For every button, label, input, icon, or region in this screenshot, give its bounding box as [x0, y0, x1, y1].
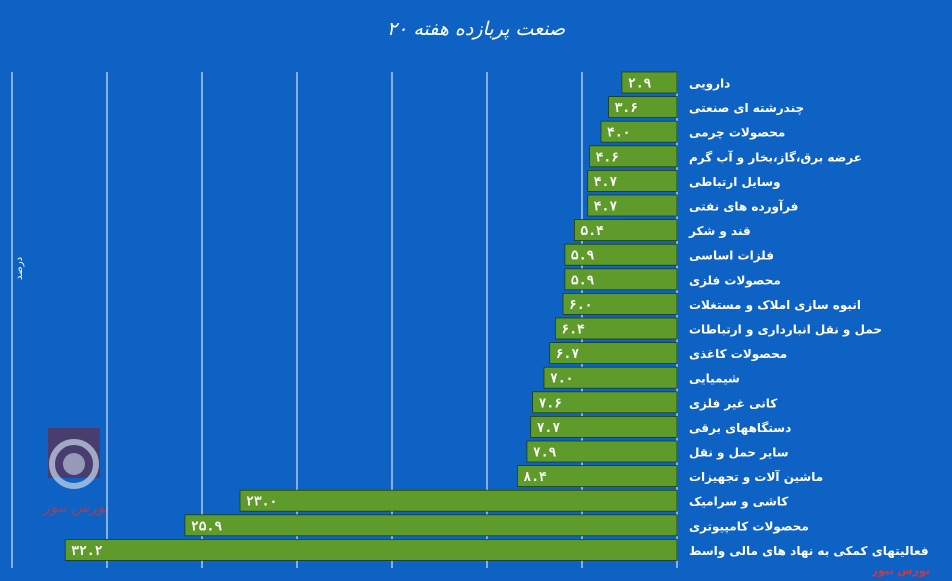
bar [64, 539, 678, 561]
data-label: ۵.۴ [580, 224, 604, 239]
category-label: عرضه برق،گاز،بخار و آب گرم [689, 149, 862, 165]
bar [564, 268, 678, 291]
category-label: سایر حمل و نقل [689, 446, 789, 461]
bars [64, 71, 678, 561]
data-label: ۶.۷ [556, 347, 580, 362]
data-label: ۷.۷ [537, 421, 561, 436]
data-label: ۴.۷ [594, 200, 618, 215]
category-label: محصولات چرمی [689, 126, 785, 141]
bar [526, 440, 678, 463]
bar [564, 243, 678, 266]
bar [549, 342, 678, 365]
category-label: ماشین آلات و تجهیزات [689, 469, 823, 485]
category-label: محصولات کامپیوتری [689, 519, 809, 534]
category-label: چندرشته ای صنعتی [689, 101, 804, 115]
bar [589, 145, 678, 168]
category-labels: دارویی چندرشته ای صنعتی محصولات چرمی عرضه ب… [688, 77, 929, 559]
category-label: فلزات اساسی [689, 249, 774, 263]
data-label: ۳.۶ [615, 101, 638, 116]
data-label: ۷.۹ [533, 446, 557, 461]
data-label: ۳۲.۲ [71, 544, 102, 559]
bar [517, 465, 678, 488]
bar [532, 391, 678, 414]
data-label: ۵.۹ [571, 273, 595, 288]
bar [608, 96, 678, 118]
data-label: ۵.۹ [571, 249, 595, 264]
brand-logo-icon: بورس نیوز [41, 428, 109, 516]
bar [587, 169, 678, 192]
bar [562, 292, 678, 315]
data-label: ۲۵.۹ [191, 519, 222, 534]
data-label: ۷.۰ [550, 372, 573, 387]
watermark: بورس نیوز [871, 564, 930, 577]
bar [574, 219, 678, 242]
category-label: دارویی [689, 77, 730, 92]
category-label: انبوه سازی املاک و مستغلات [689, 298, 861, 313]
category-label: محصولات فلزی [689, 273, 781, 288]
data-label: ۲.۹ [628, 77, 652, 92]
bar [600, 120, 678, 143]
chart-title: ۲۰ صنعت پربازده هفته [386, 18, 566, 40]
data-label: ۴.۰ [607, 126, 630, 141]
bar [184, 514, 678, 537]
category-label: شیمیایی [689, 372, 740, 386]
category-label: کاشی و سرامیک [689, 495, 788, 510]
category-label: کانی غیر فلزی [689, 396, 777, 410]
data-label: ۶.۰ [569, 298, 592, 313]
category-label: قند و شکر [688, 224, 751, 239]
category-label: دستگاههای برقی [689, 421, 791, 435]
category-label: وسایل ارتباطی [689, 175, 781, 190]
category-label: محصولات کاغذی [689, 347, 787, 362]
bar [239, 489, 678, 512]
data-label: ۸.۴ [523, 470, 547, 485]
data-label: ۲۳.۰ [246, 495, 277, 510]
data-label: ۶.۴ [561, 323, 585, 338]
data-label: ۴.۷ [594, 175, 618, 190]
value-labels: ۲.۹ ۳.۶ ۴.۰ ۴.۶ ۴.۷ ۴.۷ ۵.۴ ۵.۹ ۵.۹ ۶.۰ ۶.۴ ۶.۷ ۷.۰ ۷… [71, 77, 651, 559]
bar [543, 366, 678, 389]
category-label: حمل و نقل انبارداری و ارتباطات [689, 323, 882, 338]
data-label: ۴.۶ [596, 150, 619, 165]
data-label: ۷.۶ [539, 396, 562, 411]
bar [555, 317, 678, 340]
bar [621, 71, 678, 94]
bar [530, 415, 678, 438]
logo-text: بورس نیوز [41, 498, 109, 516]
bar [587, 194, 678, 217]
category-label: فعالیتهای کمکی به نهاد های مالی واسط [689, 544, 929, 559]
category-label: فرآورده های نفتی [689, 199, 798, 215]
